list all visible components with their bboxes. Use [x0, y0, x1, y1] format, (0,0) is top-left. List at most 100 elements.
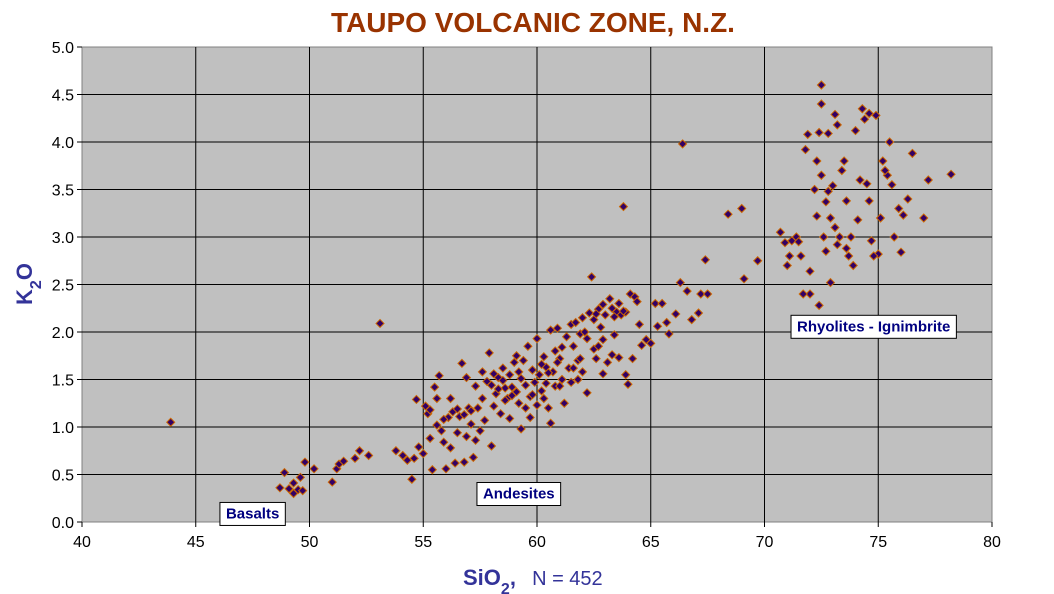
data-point — [841, 243, 852, 254]
y-axis-label: K2O — [12, 263, 45, 305]
data-point — [429, 382, 440, 392]
data-point — [871, 110, 881, 121]
data-point — [618, 201, 629, 212]
data-point — [855, 175, 865, 185]
data-point — [534, 370, 544, 380]
annotation-label: Andesites — [476, 482, 562, 506]
y-tick-label: 1.0 — [52, 420, 74, 437]
y-tick-label: 4.0 — [52, 135, 74, 152]
data-point — [866, 236, 877, 246]
data-point — [800, 144, 811, 155]
annotation-text: Rhyolites - Ignimbrite — [797, 318, 950, 335]
data-point — [530, 377, 540, 388]
data-point — [573, 374, 583, 385]
annotation-box — [476, 482, 562, 506]
data-point — [602, 357, 613, 368]
data-point — [477, 393, 488, 404]
data-point — [570, 317, 581, 328]
data-point — [439, 437, 449, 447]
data-point — [434, 370, 444, 381]
data-point — [609, 330, 620, 340]
data-point — [752, 256, 763, 266]
data-point — [468, 452, 479, 463]
x-axis: 40 45 50 55 60 65 70 75 80 — [73, 522, 1001, 551]
x-tick-label: 55 — [414, 534, 432, 551]
data-point — [834, 232, 845, 242]
data-point — [805, 266, 815, 276]
y-tick-label: 3.0 — [52, 230, 74, 247]
data-point — [830, 222, 840, 233]
data-point — [652, 321, 663, 332]
data-point — [575, 353, 585, 364]
y-tick-label: 1.5 — [52, 373, 74, 390]
data-point — [350, 453, 360, 464]
data-point — [413, 442, 424, 452]
data-point — [878, 156, 888, 166]
data-point — [470, 435, 481, 446]
data-point — [398, 450, 408, 461]
y-tick-label: 4.5 — [52, 88, 74, 105]
x-tick-label: 75 — [869, 534, 887, 551]
data-point — [816, 170, 827, 180]
data-point — [543, 368, 554, 378]
data-point — [552, 357, 563, 368]
data-point — [664, 329, 674, 339]
x-tick-label: 40 — [73, 534, 91, 551]
data-point — [275, 483, 285, 493]
data-point — [803, 129, 813, 140]
y-tick-label: 5.0 — [52, 40, 74, 57]
data-point — [300, 457, 310, 467]
data-point — [823, 186, 833, 197]
data-point — [853, 215, 863, 225]
data-point — [859, 114, 870, 124]
data-point — [539, 393, 549, 404]
y-tick-label: 3.5 — [52, 183, 74, 200]
data-point — [559, 398, 570, 408]
data-point — [830, 109, 840, 120]
data-point — [828, 180, 838, 191]
data-point — [809, 184, 820, 195]
annotation-text: Basalts — [226, 505, 279, 522]
data-point — [623, 379, 633, 389]
data-point — [816, 99, 827, 109]
annotations: Basalts Andesites Rhyolites - Ignimbrite — [219, 314, 957, 526]
y-axis-label-suffix: O — [12, 263, 37, 280]
data-point — [279, 467, 290, 478]
data-point — [814, 300, 824, 311]
data-point — [661, 317, 672, 328]
data-point — [391, 446, 401, 456]
data-point — [864, 196, 874, 206]
data-point — [821, 246, 831, 256]
data-point — [461, 431, 472, 442]
data-point — [593, 341, 604, 351]
data-point — [591, 353, 601, 364]
data-point — [445, 443, 456, 453]
data-point — [518, 355, 529, 366]
data-point — [284, 484, 294, 494]
data-point — [582, 333, 592, 344]
data-point — [875, 213, 886, 223]
data-point — [577, 313, 588, 323]
data-point — [552, 323, 563, 333]
data-point — [466, 406, 476, 416]
data-point — [493, 384, 504, 394]
data-point — [407, 474, 417, 484]
data-point — [541, 378, 551, 389]
data-point — [486, 441, 497, 451]
data-point — [793, 237, 804, 247]
data-point — [919, 213, 929, 223]
data-point — [498, 375, 508, 386]
data-point — [500, 395, 510, 406]
data-point — [825, 213, 836, 223]
data-point — [693, 308, 704, 318]
chart-title: TAUPO VOLCANIC ZONE, N.Z. — [331, 7, 735, 38]
data-point — [514, 398, 524, 408]
data-point — [595, 322, 606, 332]
data-point — [520, 380, 531, 390]
gridlines — [82, 47, 992, 522]
data-point — [338, 456, 349, 466]
data-point — [550, 346, 560, 356]
data-point — [614, 298, 624, 309]
data-point — [646, 338, 656, 349]
x-tick-label: 65 — [642, 534, 660, 551]
